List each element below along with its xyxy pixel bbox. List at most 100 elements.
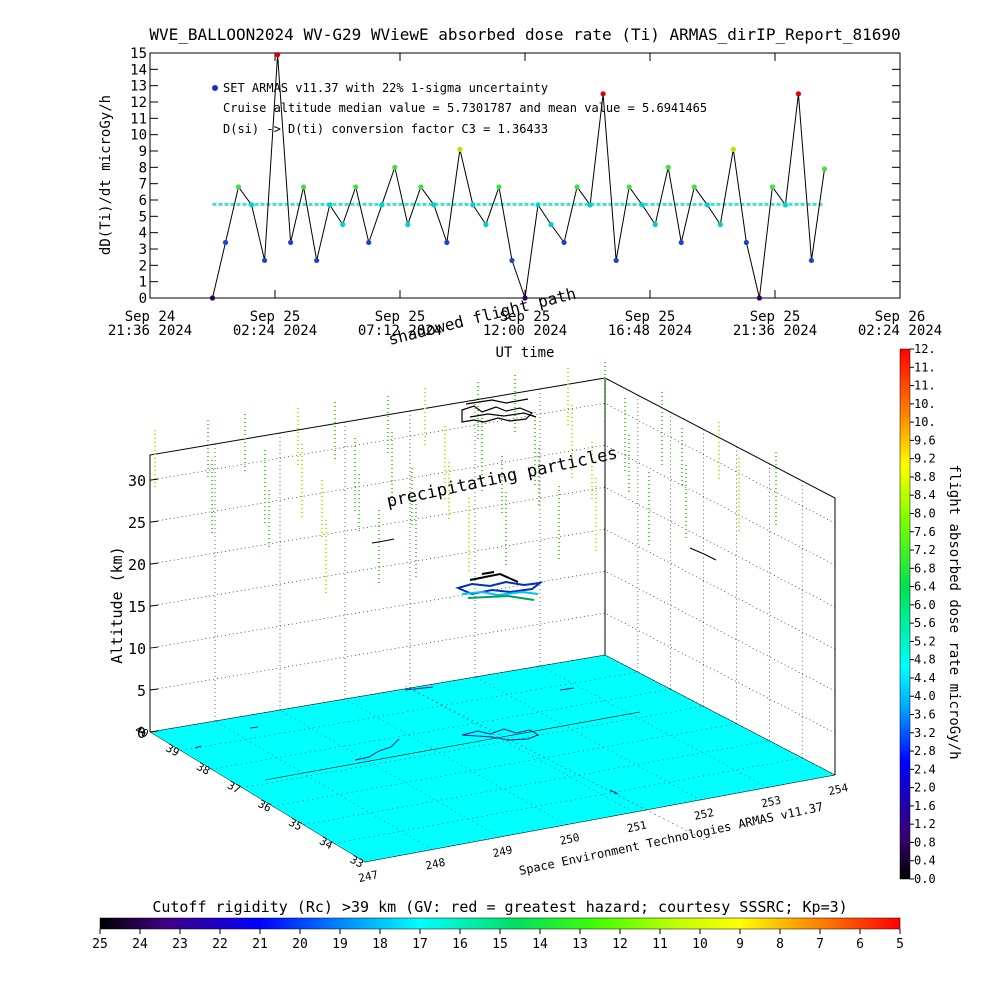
dose-point bbox=[522, 295, 528, 301]
dose-colorbar-tick-label: 6.0 bbox=[914, 598, 936, 612]
dose-point bbox=[275, 52, 281, 58]
dose-colorbar-tick-label: 9.2 bbox=[914, 452, 936, 466]
dose-colorbar-tick-label: 0.4 bbox=[914, 854, 936, 868]
dose-point bbox=[652, 221, 658, 228]
dose-point bbox=[261, 257, 268, 264]
floor-track-line-2 bbox=[404, 685, 706, 841]
altitude-tick bbox=[149, 478, 159, 481]
dose-trace-points bbox=[209, 52, 828, 301]
floor-grid-line bbox=[539, 665, 768, 788]
dose-point bbox=[691, 184, 697, 190]
dose-colorbar-tick-label: 2.4 bbox=[914, 762, 936, 776]
dose-point bbox=[248, 202, 255, 208]
rigidity-colorbar-tick-label: 22 bbox=[212, 937, 228, 952]
longitude-tick-label: 253 bbox=[760, 794, 782, 811]
dose-colorbar-tick-label: 11. bbox=[914, 379, 936, 393]
legend: SET ARMAS v11.37 with 22% 1-sigma uncert… bbox=[212, 81, 707, 136]
dose-colorbar-tick-label: 7.2 bbox=[914, 543, 936, 557]
longitude-tick-label: 248 bbox=[424, 856, 446, 873]
dose-colorbar-tick-label: 3.2 bbox=[914, 726, 936, 740]
floor-grid-line bbox=[242, 706, 704, 788]
top-x-tick-label-time: 21:36 2024 bbox=[108, 323, 192, 339]
dose-point bbox=[431, 202, 437, 208]
altitude-grid-line bbox=[149, 402, 836, 524]
dose-point bbox=[808, 257, 815, 264]
top-x-label: UT time bbox=[495, 345, 554, 361]
top-x-tick-label-time: 12:00 2024 bbox=[483, 323, 567, 339]
dose-colorbar-tick-label: 8.0 bbox=[914, 506, 936, 520]
longitude-tick-label: 254 bbox=[827, 781, 850, 798]
altitude-tick bbox=[149, 688, 159, 691]
dose-point bbox=[613, 257, 619, 264]
latitude-tick-label: 39 bbox=[164, 742, 182, 760]
dose-point bbox=[626, 184, 632, 190]
top-x-tick-label-date: Sep 25 bbox=[500, 309, 551, 325]
top-x-tick-label-time: 02:24 2024 bbox=[858, 323, 942, 339]
altitude-tick bbox=[149, 520, 159, 523]
dose-point bbox=[821, 166, 828, 172]
dose-point bbox=[574, 184, 580, 190]
chart-title: WVE_BALLOON2024 WV-G29 WViewE absorbed d… bbox=[149, 25, 900, 44]
top-y-tick-label: 15 bbox=[130, 46, 147, 62]
dose-colorbar-tick-label: 6.4 bbox=[914, 580, 936, 594]
altitude-tick-label: 20 bbox=[128, 556, 146, 574]
precipitating-particle-markers bbox=[154, 362, 777, 595]
latitude-tick-label: 35 bbox=[286, 816, 304, 834]
dose-colorbar-tick-label: 10. bbox=[914, 397, 936, 411]
dose-colorbar-tick-label: 10. bbox=[914, 415, 936, 429]
longitude-tick-label: 249 bbox=[491, 843, 513, 860]
dose-point bbox=[327, 202, 333, 208]
rigidity-colorbar: Cutoff rigidity (Rc) >39 km (GV: red = g… bbox=[92, 898, 904, 952]
dose-colorbar-label: flight absorbed dose rate microGy/h bbox=[946, 464, 962, 759]
altitude-axis: 0 5 10 15 20 25 30 bbox=[128, 472, 159, 742]
top-y-tick-label: 4 bbox=[139, 226, 147, 242]
rigidity-colorbar-ticks: 25 24 23 22 21 20 19 18 17 16 15 14 13 12 11 10 9 8 7 6 5 bbox=[92, 929, 904, 952]
dose-colorbar-tick-label: 4.0 bbox=[914, 689, 936, 703]
dose-point bbox=[405, 221, 411, 228]
dose-colorbar-tick-label: 5.2 bbox=[914, 634, 936, 648]
rigidity-colorbar-tick-label: 25 bbox=[92, 937, 108, 952]
wall-grid bbox=[149, 378, 836, 863]
dose-colorbar-tick-label: 0.0 bbox=[914, 872, 936, 886]
top-x-tick-label-date: Sep 24 bbox=[125, 309, 176, 325]
altitude-tick-label: 30 bbox=[128, 472, 146, 490]
rigidity-colorbar-tick-label: 21 bbox=[252, 937, 268, 952]
dose-colorbar-tick-label: 0.8 bbox=[914, 835, 936, 849]
dose-point bbox=[678, 239, 684, 246]
dose-colorbar-gradient bbox=[899, 348, 911, 880]
top-y-tick-label: 13 bbox=[130, 79, 147, 95]
dose-point bbox=[418, 184, 424, 190]
dose-point bbox=[496, 184, 502, 190]
top-y-tick-label: 0 bbox=[139, 291, 147, 307]
rigidity-colorbar-tick-label: 16 bbox=[452, 937, 468, 952]
dose-point bbox=[639, 202, 645, 208]
rigidity-colorbar-tick-label: 20 bbox=[292, 937, 308, 952]
dose-colorbar-tick-label: 11. bbox=[914, 360, 936, 374]
dose-colorbar-tick-label: 2.8 bbox=[914, 744, 936, 758]
top-y-label: dD(Ti)/dt microGy/h bbox=[98, 95, 114, 255]
floor-grid-line bbox=[214, 720, 433, 850]
rigidity-colorbar-tick-label: 19 bbox=[332, 937, 348, 952]
dose-colorbar-tick-label: 2.0 bbox=[914, 781, 936, 795]
rigidity-colorbar-tick-label: 7 bbox=[816, 937, 824, 952]
longitude-axis: 247 248 249 250 251 252 253 254 bbox=[357, 781, 850, 885]
top-y-tick-label: 7 bbox=[139, 177, 147, 193]
dose-colorbar-tick-label: 12. bbox=[914, 342, 936, 356]
dose-point bbox=[444, 239, 450, 246]
top-x-tick-label-date: Sep 25 bbox=[750, 309, 801, 325]
dose-point bbox=[470, 202, 476, 208]
rigidity-colorbar-tick-label: 23 bbox=[172, 937, 188, 952]
dose-colorbar-tick-label: 4.4 bbox=[914, 671, 936, 685]
precipitating-particles-label: precipitating particles bbox=[385, 443, 619, 512]
top-y-tick-label: 2 bbox=[139, 258, 147, 274]
rigidity-colorbar-tick-label: 14 bbox=[532, 937, 548, 952]
top-x-tick-label-time: 02:24 2024 bbox=[233, 323, 317, 339]
dose-point bbox=[561, 239, 567, 246]
dose-point bbox=[222, 239, 229, 246]
dose-point bbox=[457, 146, 463, 152]
rigidity-colorbar-tick-label: 6 bbox=[856, 937, 864, 952]
rigidity-colorbar-tick-label: 8 bbox=[776, 937, 784, 952]
rigidity-colorbar-tick-label: 18 bbox=[372, 937, 388, 952]
rigidity-colorbar-tick-label: 12 bbox=[612, 937, 628, 952]
